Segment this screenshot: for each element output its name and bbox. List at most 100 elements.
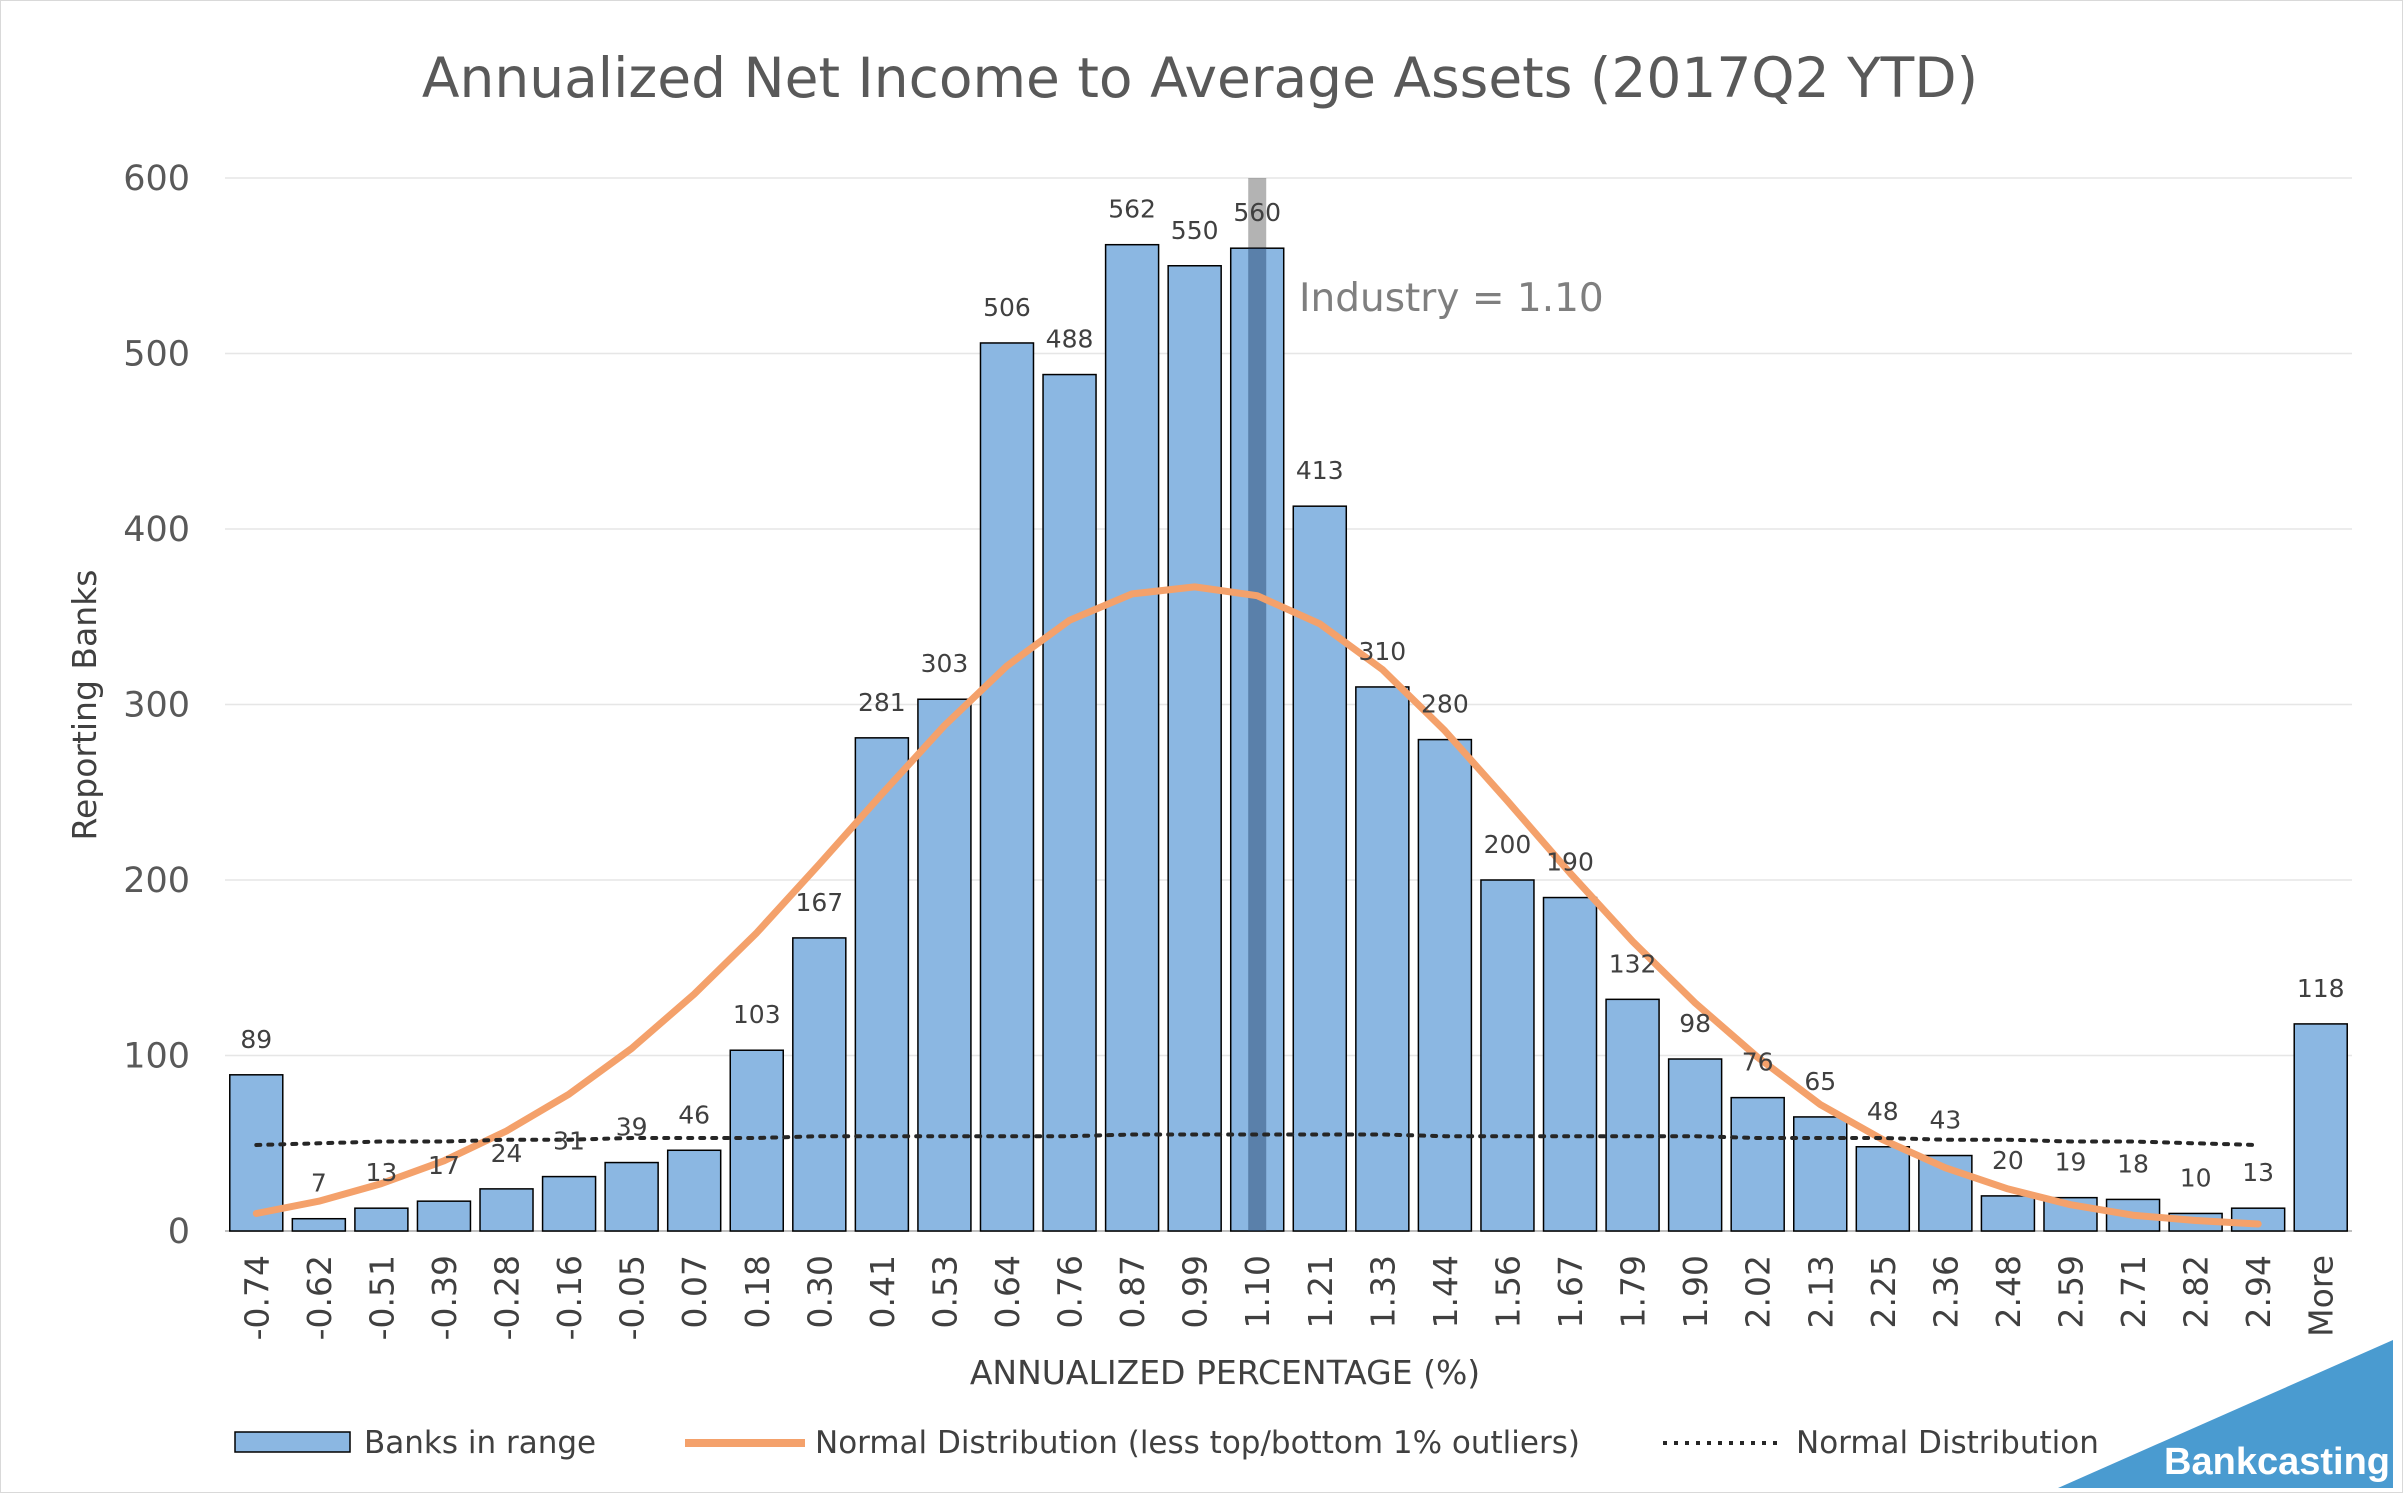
x-tick-label: 0.53 (925, 1255, 964, 1328)
x-tick-label: 2.59 (2051, 1255, 2090, 1328)
y-tick-label: 600 (123, 159, 190, 199)
x-tick-label: 0.64 (988, 1255, 1027, 1328)
x-tick-label: -0.28 (488, 1255, 527, 1340)
gridlines (225, 177, 2352, 1232)
data-label: 18 (2117, 1149, 2149, 1178)
x-tick-label: -0.16 (550, 1255, 589, 1340)
x-tick-label: 0.41 (863, 1255, 902, 1328)
data-label: 7 (311, 1169, 327, 1198)
y-tick-label: 200 (123, 861, 190, 901)
x-tick-label: 0.07 (675, 1255, 714, 1328)
data-label: 488 (1046, 325, 1094, 354)
bar (979, 342, 1035, 1232)
x-tick-label: 2.02 (1739, 1255, 1778, 1328)
x-tick-label: 1.67 (1551, 1255, 1590, 1328)
x-axis-ticks: -0.74 -0.62 -0.51 -0.39 -0.28 -0.16 -0.05 0.07 0… (237, 1255, 2340, 1340)
bar (666, 1149, 722, 1232)
data-label: 19 (2055, 1148, 2087, 1177)
data-label: 118 (2297, 974, 2345, 1003)
x-tick-label: 2.71 (2114, 1255, 2153, 1328)
x-tick-label: -0.74 (237, 1255, 276, 1340)
y-tick-label: 500 (123, 335, 190, 375)
legend: Banks in range Normal Distribution (less… (234, 1425, 2099, 1461)
data-label: 31 (553, 1127, 585, 1156)
bar (1480, 879, 1535, 1232)
normal-fit-line (252, 583, 2262, 1228)
bar (604, 1161, 659, 1232)
x-tick-label: 2.36 (1926, 1255, 1965, 1328)
bar (854, 737, 910, 1232)
data-label: 20 (1992, 1146, 2024, 1175)
data-label: 303 (921, 649, 969, 678)
data-label: 10 (2180, 1163, 2212, 1192)
y-tick-label: 400 (123, 510, 190, 550)
data-label: 65 (1804, 1067, 1836, 1096)
x-tick-label: 1.44 (1426, 1255, 1465, 1328)
bar (792, 937, 847, 1232)
bar (416, 1200, 472, 1232)
x-tick-label: 1.90 (1676, 1255, 1715, 1328)
bar (1417, 738, 1473, 1232)
data-labels: 89 7 13 17 24 31 39 46 103 167 281 303 506 488 562 550 5… (240, 195, 2344, 1198)
legend-swatch-bars (234, 1431, 351, 1453)
bar (1605, 998, 1660, 1232)
y-axis-label: Reporting Banks (65, 570, 104, 841)
bar (1167, 265, 1222, 1232)
data-label: 167 (795, 888, 843, 917)
y-axis-ticks: 0 100 200 300 400 500 600 (123, 159, 190, 1252)
data-label: 98 (1679, 1009, 1711, 1038)
x-tick-label: 2.13 (1801, 1255, 1840, 1328)
x-axis-label: ANNUALIZED PERCENTAGE (%) (970, 1353, 1480, 1392)
bar (1042, 373, 1097, 1232)
data-label: 17 (428, 1151, 460, 1180)
data-label: 103 (733, 1000, 781, 1029)
y-tick-label: 0 (168, 1212, 190, 1252)
x-tick-label: 0.18 (738, 1255, 777, 1328)
x-tick-label: 2.82 (2177, 1255, 2216, 1328)
bankcasting-logo: Bankcasting (2058, 1340, 2393, 1488)
brand-label: Bankcasting (2164, 1441, 2390, 1483)
x-tick-label: 2.94 (2239, 1255, 2278, 1328)
legend-label-bars: Banks in range (364, 1425, 596, 1461)
data-label: 200 (1484, 830, 1532, 859)
data-label: 550 (1171, 216, 1219, 245)
x-tick-label: -0.62 (300, 1255, 339, 1340)
y-tick-label: 100 (123, 1037, 190, 1077)
x-tick-label: 0.76 (1051, 1255, 1090, 1328)
data-label: 280 (1421, 690, 1469, 719)
x-tick-label: -0.39 (425, 1255, 464, 1340)
data-label: 310 (1358, 637, 1406, 666)
bar (229, 1074, 284, 1232)
bar (1355, 686, 1410, 1232)
data-label: 13 (2242, 1158, 2274, 1187)
bars (229, 243, 2348, 1232)
data-label: 562 (1108, 195, 1156, 224)
x-tick-label: 1.79 (1614, 1255, 1653, 1328)
data-label: 281 (858, 688, 906, 717)
bar (541, 1175, 597, 1232)
bar (354, 1207, 409, 1232)
data-label: 89 (240, 1025, 272, 1054)
data-label: 39 (616, 1113, 648, 1142)
data-label: 46 (678, 1100, 710, 1129)
x-tick-label: More (2302, 1255, 2341, 1337)
x-tick-label: 2.25 (1864, 1255, 1903, 1328)
lines (252, 583, 2262, 1228)
x-tick-label: 1.33 (1363, 1255, 1402, 1328)
x-tick-label: 1.10 (1238, 1255, 1277, 1328)
bar (1229, 247, 1285, 1232)
bar (917, 698, 972, 1232)
x-tick-label: 1.21 (1301, 1255, 1340, 1328)
x-tick-label: 1.56 (1488, 1255, 1527, 1328)
x-tick-label: 0.30 (800, 1255, 839, 1328)
data-label: 132 (1609, 949, 1657, 978)
data-label: 13 (365, 1158, 397, 1187)
y-tick-label: 300 (123, 686, 190, 726)
x-tick-label: 2.48 (1989, 1255, 2028, 1328)
data-label: 413 (1296, 456, 1344, 485)
bar (1793, 1116, 1848, 1232)
industry-annotation: Industry = 1.10 (1299, 276, 1604, 321)
data-label: 48 (1867, 1097, 1899, 1126)
data-label: 43 (1929, 1106, 1961, 1135)
